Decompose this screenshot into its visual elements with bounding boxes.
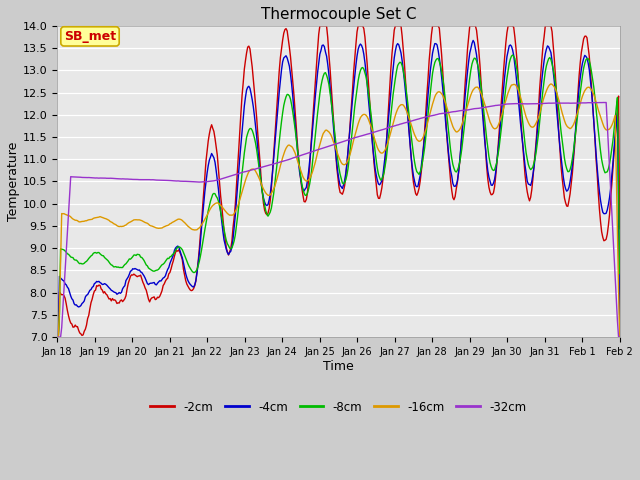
Text: SB_met: SB_met xyxy=(64,30,116,43)
Legend: -2cm, -4cm, -8cm, -16cm, -32cm: -2cm, -4cm, -8cm, -16cm, -32cm xyxy=(146,396,531,418)
X-axis label: Time: Time xyxy=(323,360,354,372)
Y-axis label: Temperature: Temperature xyxy=(7,142,20,221)
Title: Thermocouple Set C: Thermocouple Set C xyxy=(260,7,416,22)
